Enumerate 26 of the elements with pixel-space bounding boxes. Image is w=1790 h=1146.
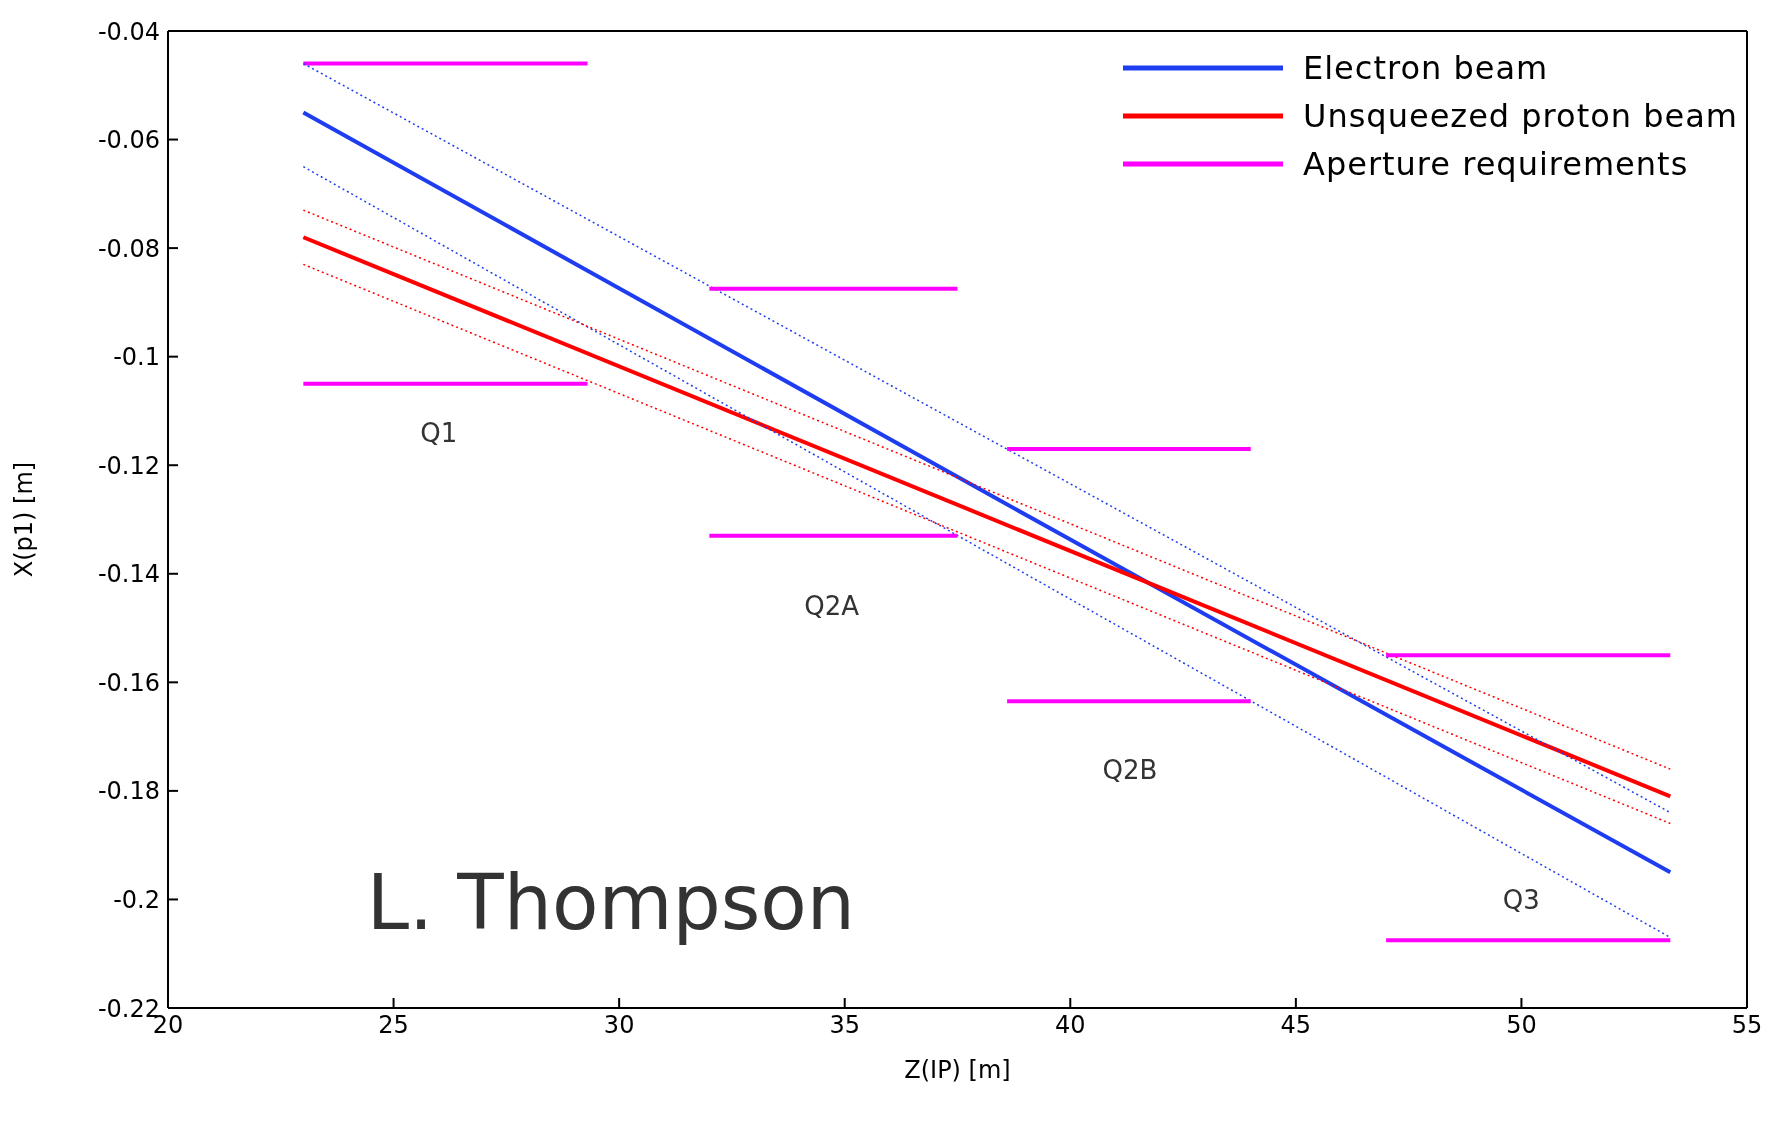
x-axis-title: Z(IP) [m] — [904, 1056, 1011, 1084]
y-tick-label: -0.12 — [97, 451, 160, 480]
x-tick-label: 50 — [1506, 1011, 1537, 1040]
y-tick-label: -0.1 — [113, 343, 160, 372]
y-tick-label: -0.18 — [97, 777, 160, 806]
x-tick-label: 55 — [1731, 1011, 1763, 1040]
y-tick-label: -0.16 — [97, 668, 160, 697]
annotation: Q2B — [1102, 754, 1158, 785]
y-tick-label: -0.2 — [113, 885, 160, 914]
legend-label: Unsqueezed proton beam — [1302, 97, 1738, 135]
x-tick-label: 25 — [378, 1011, 409, 1040]
annotation: Q1 — [420, 417, 458, 448]
annotation: Q3 — [1502, 884, 1540, 915]
x-tick-label: 30 — [603, 1011, 635, 1040]
x-tick-label: 40 — [1055, 1011, 1086, 1040]
x-tick-label: 45 — [1280, 1011, 1312, 1040]
y-tick-label: -0.04 — [97, 17, 160, 46]
annotation: Q2A — [804, 591, 860, 622]
y-tick-label: -0.14 — [97, 560, 160, 589]
annotation: L. Thompson — [366, 857, 855, 946]
x-tick-label: 35 — [829, 1011, 860, 1040]
y-tick-label: -0.08 — [97, 234, 160, 263]
y-axis-title: X(p1) [m] — [9, 461, 38, 578]
legend-label: Electron beam — [1302, 49, 1549, 87]
y-tick-label: -0.06 — [97, 126, 160, 155]
legend-label: Aperture requirements — [1302, 145, 1689, 183]
